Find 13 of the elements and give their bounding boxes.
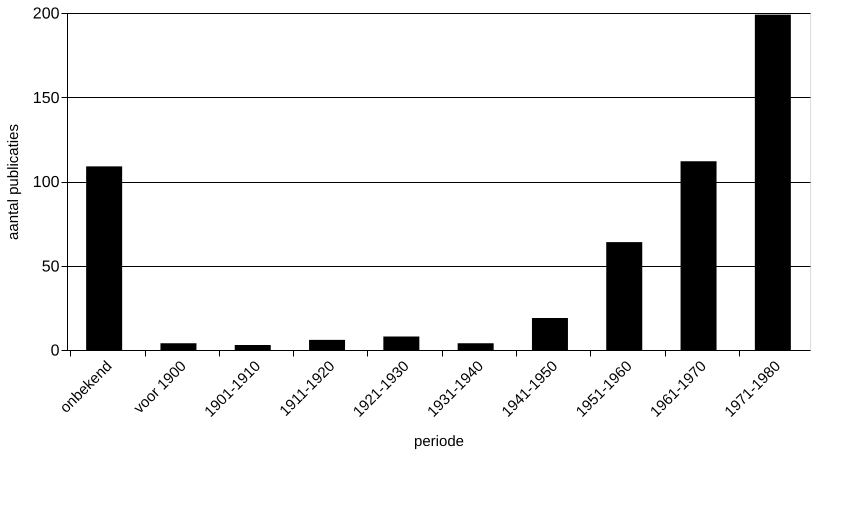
bar [383,336,420,350]
y-axis-title: aantal publicaties [4,124,22,240]
bar [309,340,346,350]
y-tick-label: 100 [32,174,60,191]
bar [458,343,494,350]
y-tick-label: 50 [42,258,60,276]
x-axis-title: periode [414,432,464,450]
y-tick-label: 200 [32,6,60,22]
y-tick-label: 0 [50,342,60,360]
bar [234,344,271,350]
y-tick-label: 150 [32,90,60,107]
bar [532,318,568,350]
bar [160,343,196,350]
